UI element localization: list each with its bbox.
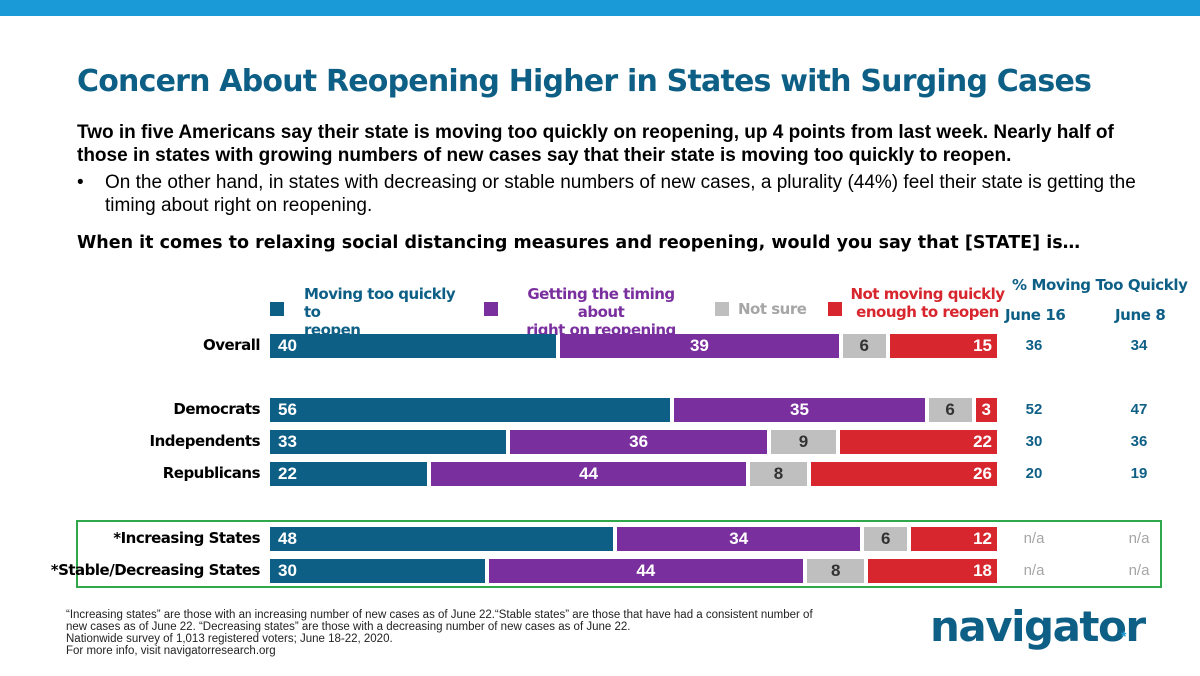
footnote-survey: Nationwide survey of 1,013 registered vo…	[66, 633, 393, 645]
bar-segment: 44	[431, 462, 746, 486]
bar-segment: 33	[270, 430, 506, 454]
top-accent-bar	[0, 0, 1200, 16]
bar-segment: 9	[771, 430, 836, 454]
survey-question: When it comes to relaxing social distanc…	[77, 233, 1081, 253]
trend-value-june16: 30	[1025, 433, 1043, 450]
bar-segment: 8	[807, 559, 865, 583]
bar-segment: 30	[270, 559, 485, 583]
legend-swatch	[270, 302, 284, 316]
bar-segment: 26	[811, 462, 997, 486]
bar-segment: 48	[270, 527, 614, 551]
bar-segment: 12	[911, 527, 997, 551]
trend-value-june16: 52	[1025, 401, 1043, 418]
legend-swatch	[828, 302, 842, 316]
bullet-icon: •	[77, 172, 84, 193]
bar-segment: 15	[889, 334, 997, 358]
footnote-definitions: “Increasing states” are those with an in…	[66, 609, 813, 633]
intro-text: Two in five Americans say their state is…	[77, 122, 1114, 166]
trend-value-june8: 34	[1130, 337, 1148, 354]
trend-value-june8: 36	[1130, 433, 1148, 450]
bar-segment: 8	[749, 462, 808, 486]
state-trend-highlight-box	[76, 520, 1162, 588]
trend-value-june16: n/a	[1023, 562, 1045, 579]
bullet-point: • On the other hand, in states with decr…	[77, 171, 1157, 217]
navigator-logo: navigator	[930, 602, 1146, 651]
trend-value-june8: 47	[1130, 401, 1148, 418]
trend-value-june16: 20	[1025, 465, 1043, 482]
bar-segment: 18	[868, 559, 997, 583]
legend-swatch	[715, 302, 729, 316]
legend-label: Getting the timing about right on reopeni…	[526, 285, 676, 339]
legend-label: Not sure	[738, 300, 807, 318]
bullet-text: On the other hand, in states with decrea…	[105, 172, 1136, 216]
trend-value-june8: n/a	[1128, 530, 1150, 547]
trend-header-june8: June 8	[1115, 306, 1166, 324]
footnotes: “Increasing states” are those with an in…	[66, 609, 826, 657]
row-label: Republicans	[162, 464, 261, 482]
bar-segment: 35	[674, 398, 925, 422]
row-label: *Increasing States	[113, 529, 260, 547]
bar-segment: 44	[488, 559, 804, 583]
bar-segment: 22	[270, 462, 428, 486]
bar-segment: 56	[270, 398, 671, 422]
legend-label: Moving too quickly to reopen	[304, 285, 456, 339]
trend-value-june16: n/a	[1023, 530, 1045, 547]
row-label: Overall	[202, 336, 261, 354]
bar-segment: 34	[617, 527, 861, 551]
trend-header-june16: June 16	[1005, 306, 1066, 324]
row-label: Democrats	[173, 400, 260, 418]
bar-segment: 39	[560, 334, 839, 358]
footnote-more-info: For more info, visit navigatorresearch.o…	[66, 645, 276, 657]
bar-segment: 3	[975, 398, 997, 422]
bar-segment: 6	[864, 527, 908, 551]
bar-segment: 22	[839, 430, 997, 454]
trend-value-june8: n/a	[1128, 562, 1150, 579]
bar-segment: 36	[509, 430, 768, 454]
legend-swatch	[484, 302, 498, 316]
trend-value-june8: 19	[1130, 465, 1148, 482]
trend-value-june16: 36	[1025, 337, 1043, 354]
page-title: Concern About Reopening Higher in States…	[77, 64, 1092, 99]
row-label: Independents	[149, 432, 261, 450]
bar-segment: 6	[928, 398, 972, 422]
trend-header-title: % Moving Too Quickly	[1012, 276, 1188, 294]
bar-segment: 6	[842, 334, 886, 358]
row-label: *Stable/Decreasing States	[50, 561, 261, 579]
bar-segment: 40	[270, 334, 556, 358]
logo-star-icon: *	[1121, 628, 1127, 644]
legend-label: Not moving quickly enough to reopen	[850, 285, 1005, 321]
